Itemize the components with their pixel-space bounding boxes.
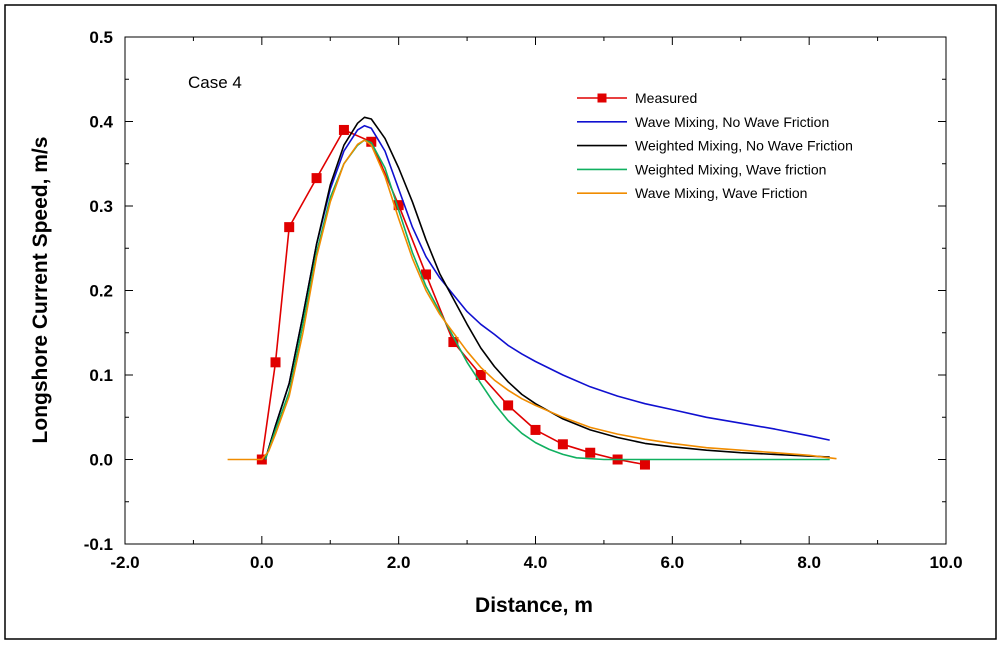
x-tick-label: -2.0	[110, 553, 139, 572]
legend-label-weighted-mixing-wave-friction: Weighted Mixing, Wave friction	[635, 161, 826, 177]
legend-label-measured: Measured	[635, 90, 697, 106]
data-point-measured	[284, 222, 295, 233]
series-line-weighted-mixing-no-wave-friction	[264, 116, 830, 460]
x-tick-label: 0.0	[250, 553, 274, 572]
data-point-measured	[311, 173, 322, 184]
series-layer	[227, 116, 837, 470]
data-point-measured	[338, 124, 349, 135]
y-tick-label: -0.1	[84, 535, 113, 554]
series-line-wave-mixing-wave-friction	[227, 139, 837, 461]
y-tick-label: 0.0	[89, 451, 113, 470]
y-tick-label: 0.1	[89, 366, 113, 385]
data-point-measured	[557, 439, 568, 450]
x-tick-label: 4.0	[524, 553, 548, 572]
x-tick-label: 2.0	[387, 553, 411, 572]
y-tick-label: 0.5	[89, 28, 113, 47]
y-tick-label: 0.3	[89, 197, 113, 216]
x-tick-label: 6.0	[661, 553, 685, 572]
data-point-measured	[530, 424, 541, 435]
legend-label-wave-mixing-wave-friction: Wave Mixing, Wave Friction	[635, 185, 807, 201]
series-line-wave-mixing-no-wave-friction	[264, 124, 830, 460]
x-tick-label: 8.0	[797, 553, 821, 572]
y-tick-label: 0.4	[89, 113, 113, 132]
outer-border	[4, 4, 997, 640]
data-point-measured	[270, 357, 281, 368]
case-annotation: Case 4	[188, 73, 242, 92]
legend-marker-measured	[597, 93, 607, 103]
data-point-measured	[639, 459, 650, 470]
data-point-measured	[503, 400, 514, 411]
y-axis-title: Longshore Current Speed, m/s	[29, 137, 52, 444]
series-line-measured	[261, 129, 646, 466]
axes: -2.0 0.0 2.0 4.0 6.0 8.0 10.0 -0.1 0.0 0.1 0.2 0.3 0…	[84, 28, 963, 572]
legend-label-weighted-mixing-no-wave-friction: Weighted Mixing, No Wave Friction	[635, 138, 853, 154]
legend-label-wave-mixing-no-wave-friction: Wave Mixing, No Wave Friction	[635, 114, 829, 130]
x-tick-label: 10.0	[929, 553, 962, 572]
y-tick-label: 0.2	[89, 282, 113, 301]
x-axis-title: Distance, m	[475, 594, 593, 617]
legend: Measured Wave Mixing, No Wave Friction Wei…	[577, 90, 853, 201]
data-point-measured	[585, 447, 596, 458]
